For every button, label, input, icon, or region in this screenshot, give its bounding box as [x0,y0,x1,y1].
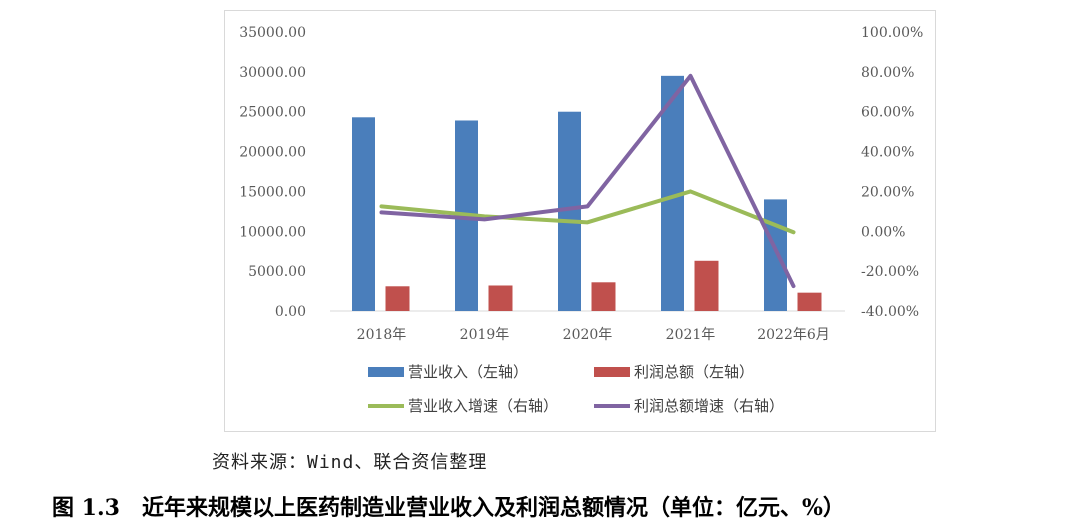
bar-profit [797,292,822,311]
legend-swatch [594,367,630,377]
left-tick-label: 15000.00 [239,184,306,200]
bar-revenue [764,199,787,311]
lines [379,73,796,289]
right-tick-label: 20.00% [861,184,914,200]
left-tick-label: 30000.00 [239,65,306,81]
figure-title: 近年来规模以上医药制造业营业收入及利润总额情况（单位：亿元、%） [141,495,845,521]
left-tick-label: 20000.00 [239,145,306,161]
chart-frame [224,10,936,432]
figure-number: 图 1.3 [52,495,120,521]
right-tick-label: 60.00% [861,105,914,121]
x-axis-labels: 2018年 2019年 2020年 2021年 2022年6月 [357,327,830,343]
left-tick-label: 5000.00 [248,264,306,280]
legend: 营业收入（左轴） 利润总额（左轴） 营业收入增速（右轴） 利润总额增速（右轴） [368,363,784,415]
right-tick-label: 80.00% [861,65,914,81]
right-tick-label: 100.00% [861,25,923,41]
right-axis: -40.00% -20.00% 0.00% 20.00% 40.00% 60.00% 80.… [861,25,923,320]
bars [352,75,822,312]
left-tick-label: 35000.00 [239,25,306,41]
legend-swatch [368,367,404,377]
bar-revenue [558,111,581,311]
bar-revenue [352,117,375,312]
left-tick-label: 25000.00 [239,105,306,121]
left-tick-label: 10000.00 [239,224,306,240]
line-revenue-growth [379,189,796,235]
x-tick-label: 2019年 [460,327,510,343]
right-tick-label: 40.00% [861,145,914,161]
bar-profit [488,285,513,311]
bar-profit [385,286,410,311]
left-axis: 0.00 5000.00 10000.00 15000.00 20000.00 25000… [239,25,306,320]
right-tick-label: -20.00% [861,264,919,280]
bar-profit [591,282,616,311]
legend-label: 营业收入（左轴） [408,363,528,381]
left-tick-label: 0.00 [275,304,306,320]
right-tick-label: 0.00% [861,224,905,240]
legend-label: 营业收入增速（右轴） [408,397,558,415]
right-tick-label: -40.00% [861,304,919,320]
source-note: 资料来源：Wind、联合资信整理 [212,452,488,473]
x-tick-label: 2018年 [357,327,407,343]
bar-profit [694,260,719,311]
x-tick-label: 2021年 [666,327,716,343]
x-tick-label: 2022年6月 [757,327,830,343]
legend-label: 利润总额（左轴） [634,363,754,381]
figure-caption: 图 1.3 近年来规模以上医药制造业营业收入及利润总额情况（单位：亿元、%） [52,490,845,522]
legend-label: 利润总额增速（右轴） [634,397,784,415]
bar-revenue [661,75,684,311]
line-profit-growth [379,73,796,289]
x-tick-label: 2020年 [563,327,613,343]
